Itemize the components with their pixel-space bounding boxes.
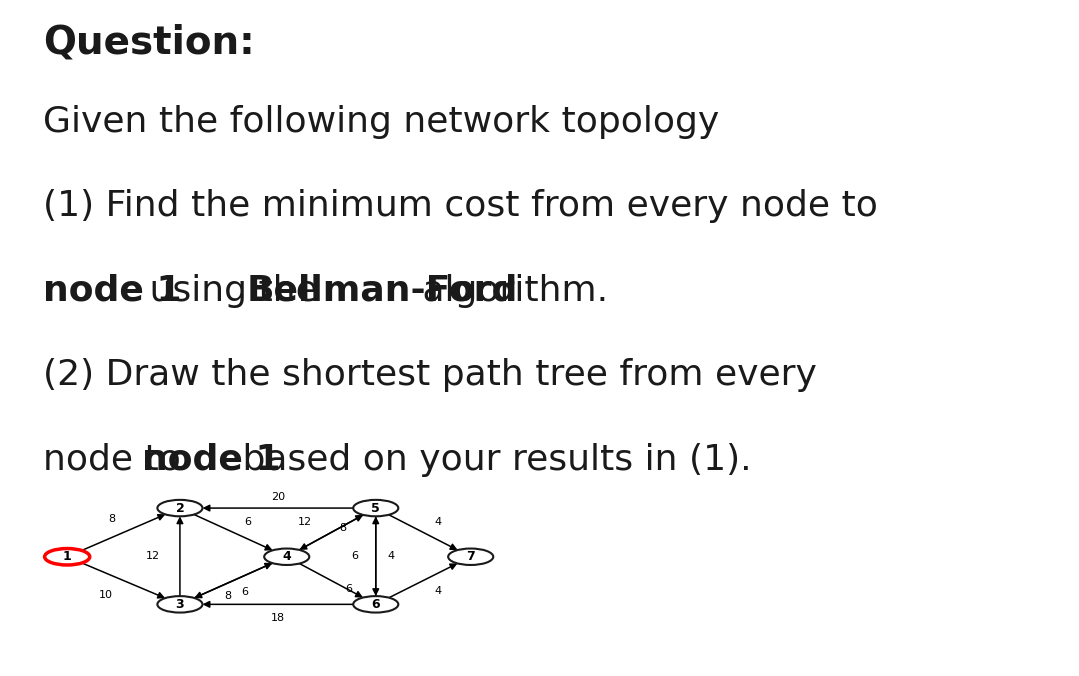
Text: 5: 5 [371, 502, 380, 514]
Text: Question:: Question: [43, 24, 255, 62]
Text: 4: 4 [435, 516, 441, 527]
Text: based on your results in (1).: based on your results in (1). [231, 443, 752, 477]
Text: 12: 12 [146, 551, 161, 561]
Text: node to: node to [43, 443, 192, 477]
Circle shape [44, 548, 90, 565]
Circle shape [448, 548, 493, 565]
Text: 4: 4 [283, 550, 291, 563]
Text: 6: 6 [352, 551, 358, 561]
Text: 12: 12 [298, 516, 312, 527]
Circle shape [264, 548, 310, 565]
Text: 20: 20 [271, 492, 285, 502]
Text: algorithm.: algorithm. [411, 274, 609, 308]
Circle shape [353, 500, 398, 516]
Text: 6: 6 [245, 516, 251, 527]
Text: 2: 2 [176, 502, 185, 514]
Circle shape [158, 500, 203, 516]
Text: 6: 6 [371, 598, 380, 611]
Text: (1) Find the minimum cost from every node to: (1) Find the minimum cost from every nod… [43, 189, 878, 223]
Text: 4: 4 [435, 586, 441, 596]
Circle shape [158, 596, 203, 612]
Text: 7: 7 [466, 550, 475, 563]
Text: 8: 8 [340, 523, 346, 533]
Text: 3: 3 [176, 598, 185, 611]
Text: 8: 8 [108, 514, 115, 525]
Text: 18: 18 [271, 613, 285, 623]
Text: node 1: node 1 [142, 443, 281, 477]
Text: (2) Draw the shortest path tree from every: (2) Draw the shortest path tree from eve… [43, 358, 817, 392]
Text: Given the following network topology: Given the following network topology [43, 105, 720, 139]
Text: 10: 10 [99, 589, 112, 600]
Text: 4: 4 [387, 551, 394, 561]
Text: 1: 1 [63, 550, 71, 563]
Text: Bellman-Ford: Bellman-Ford [247, 274, 519, 308]
Text: using the: using the [138, 274, 329, 308]
Text: 6: 6 [345, 584, 353, 594]
Circle shape [353, 596, 398, 612]
Text: 8: 8 [223, 591, 231, 601]
Text: 6: 6 [242, 587, 248, 598]
Text: node 1: node 1 [43, 274, 181, 308]
